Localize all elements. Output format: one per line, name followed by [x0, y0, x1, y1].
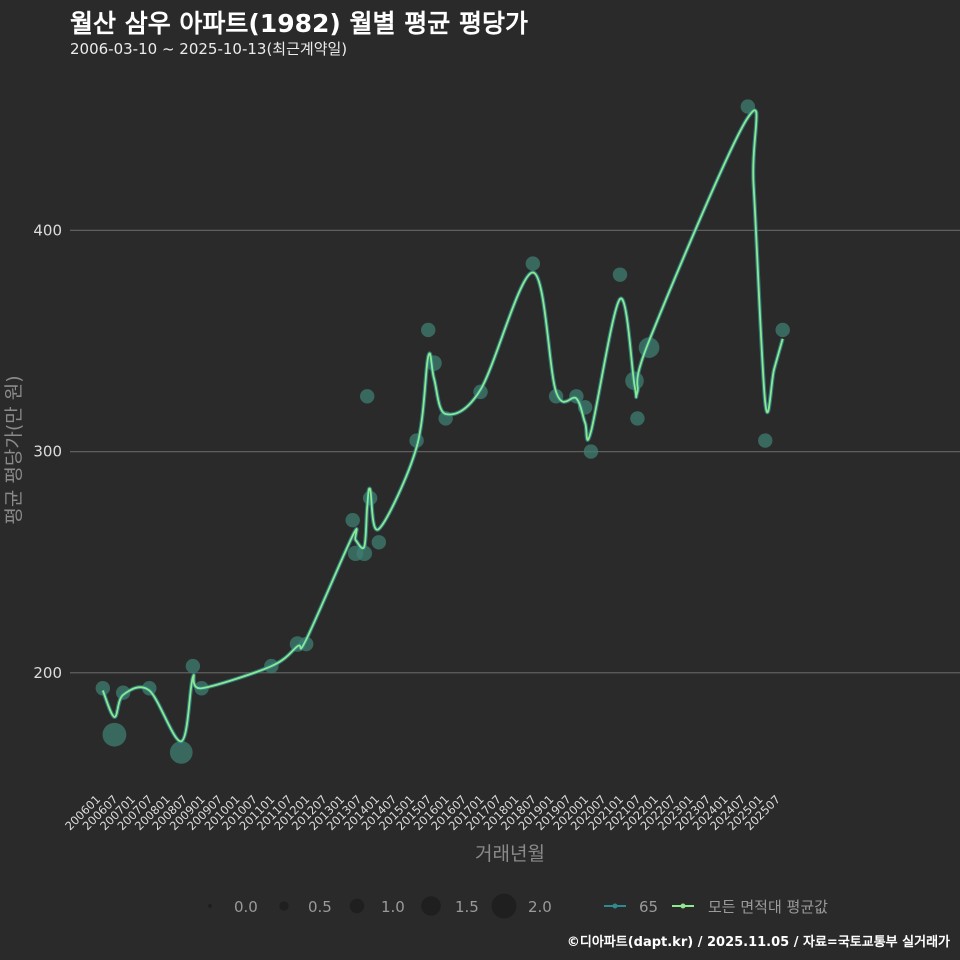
y-tick-labels: 200 300 400 [33, 221, 62, 681]
size-legend-label: 1.0 [381, 898, 405, 916]
legend: 0.0 0.5 1.0 1.5 2.0 65 모든 면적대 평균값 [208, 893, 828, 919]
data-point [345, 512, 360, 528]
data-point [102, 722, 127, 747]
y-tick-label: 400 [33, 221, 62, 239]
data-point [169, 741, 193, 764]
chart-title: 월산 삼우 아파트(1982) 월별 평균 평당가 [70, 9, 528, 38]
size-legend-label: 0.0 [234, 898, 258, 916]
size-legend-label: 2.0 [528, 898, 552, 916]
data-point [421, 322, 436, 338]
legend-label-all: 모든 면적대 평균값 [708, 898, 828, 916]
series-line-all-average [101, 109, 784, 743]
data-point [360, 389, 375, 404]
size-legend-circle [421, 896, 441, 916]
y-tick-label: 200 [33, 664, 62, 682]
data-point [185, 658, 201, 674]
size-legend-circle [208, 904, 212, 908]
size-legend-circle [491, 893, 517, 919]
size-legend-label: 1.5 [455, 898, 479, 916]
legend-dot-65 [612, 903, 618, 909]
x-tick-labels: 2006012006072007012007072008012008072009… [62, 792, 783, 833]
footer-credit: ©디아파트(dapt.kr) / 2025.11.05 / 자료=국토교통부 실… [566, 935, 950, 950]
data-point [356, 545, 373, 562]
data-point [630, 411, 645, 426]
data-point [525, 256, 541, 271]
x-axis-label: 거래년월 [475, 843, 545, 865]
size-legend-circle [349, 898, 365, 914]
data-point [758, 433, 773, 448]
series-line-65 [100, 108, 785, 744]
data-point [775, 322, 790, 338]
legend-dot-all [680, 903, 686, 909]
y-axis-label: 평균 평당가(만 원) [3, 375, 25, 524]
grid-lines [70, 229, 960, 674]
legend-label-65: 65 [639, 898, 658, 916]
size-legend-label: 0.5 [308, 898, 332, 916]
size-legend-circle [279, 901, 289, 911]
data-points [95, 99, 790, 764]
chart-subtitle: 2006-03-10 ~ 2025-10-13(최근계약일) [70, 40, 348, 58]
y-tick-label: 300 [33, 443, 62, 461]
data-point [371, 535, 387, 550]
data-point [583, 444, 599, 459]
data-point [612, 267, 628, 282]
series-lines [100, 108, 785, 744]
data-point [95, 681, 111, 696]
